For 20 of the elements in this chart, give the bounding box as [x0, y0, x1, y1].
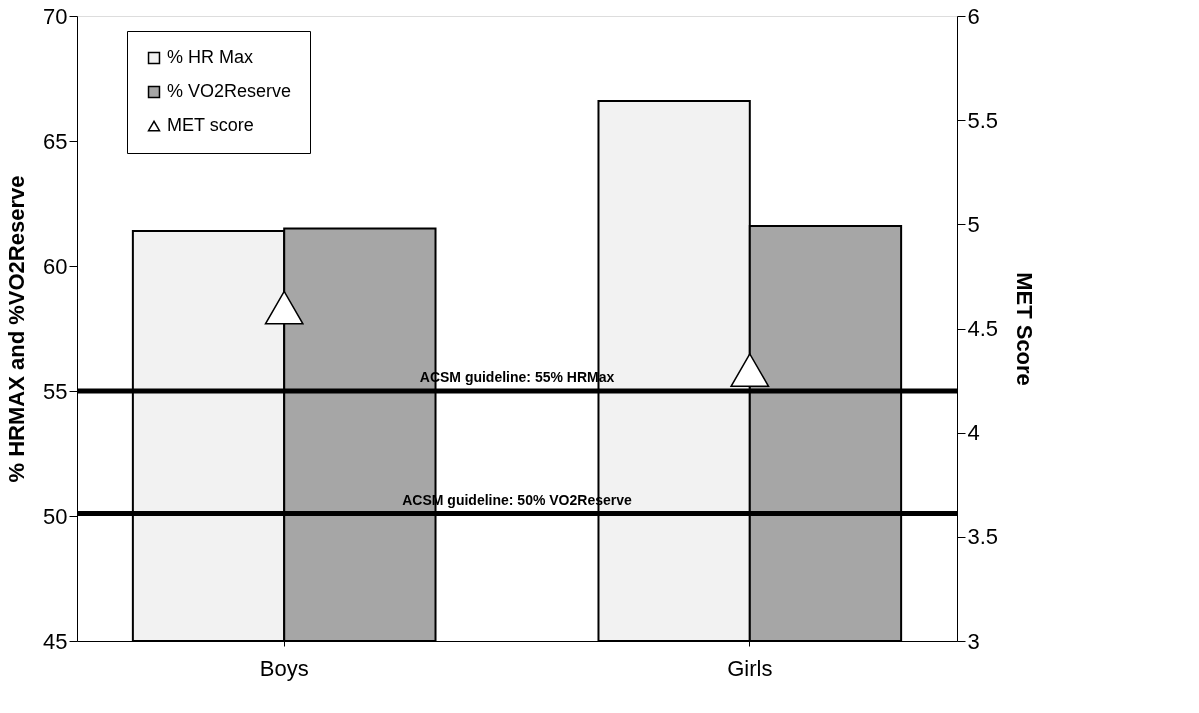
- y2-tick-label: 3.5: [967, 524, 999, 550]
- x-tick-label: Girls: [727, 655, 773, 681]
- y-tick-label: 70: [43, 3, 68, 29]
- y-axis-title: % HRMAX and %VO2Reserve: [4, 175, 30, 483]
- y2-tick-label: 4.5: [967, 316, 999, 341]
- legend-label: % HR Max: [167, 47, 254, 67]
- y-tick-label: 65: [43, 128, 68, 154]
- y2-tick-label: 5: [967, 211, 980, 237]
- y2-tick-label: 3: [967, 628, 980, 654]
- y2-tick-label: 6: [967, 3, 980, 29]
- y2-axis-title: MET Score: [1012, 272, 1038, 386]
- legend-label: MET score: [167, 115, 254, 135]
- x-tick-label: Boys: [259, 655, 309, 681]
- legend-label: % VO2Reserve: [167, 81, 292, 101]
- y-tick-label: 45: [43, 628, 68, 654]
- y-tick-label: 60: [43, 253, 68, 279]
- y-tick-label: 55: [43, 378, 68, 404]
- y2-tick-label: 5.5: [967, 107, 999, 133]
- y-tick-label: 50: [43, 503, 68, 529]
- y2-tick-label: 4: [967, 420, 980, 446]
